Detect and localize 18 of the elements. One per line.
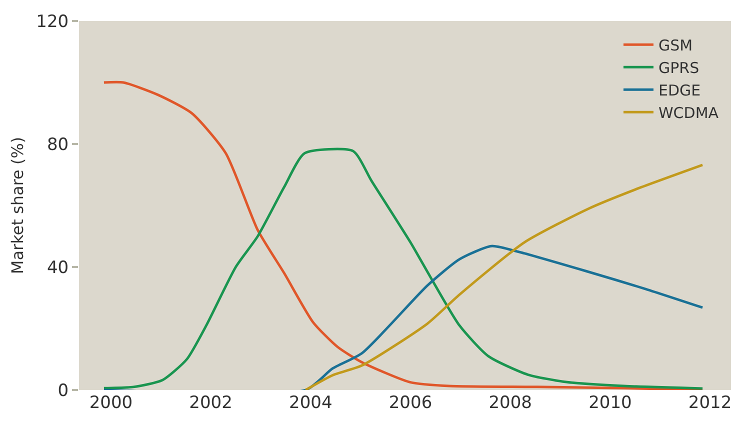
x-tick-label: 2004 [289, 393, 332, 413]
legend-label: GPRS [658, 58, 700, 77]
x-tick-label: 2008 [488, 393, 532, 413]
x-tick-label: 2012 [688, 393, 732, 413]
x-tick-label: 2010 [588, 393, 632, 413]
legend-label: WCDMA [658, 104, 720, 122]
x-tick-label: 2006 [388, 393, 432, 413]
legend-label: EDGE [658, 81, 701, 100]
legend-label: GSM [658, 36, 693, 54]
line-series [304, 164, 704, 390]
y-tick-label: 0 [58, 380, 69, 401]
y-axis-title: Market share (%) [8, 136, 28, 274]
y-tick-label: 80 [46, 134, 69, 155]
x-tick-label: 2000 [89, 393, 133, 413]
y-tick-label: 120 [36, 12, 69, 32]
line-series [102, 244, 704, 390]
y-tick-label: 40 [46, 258, 69, 278]
x-tick-label: 2002 [189, 393, 232, 413]
